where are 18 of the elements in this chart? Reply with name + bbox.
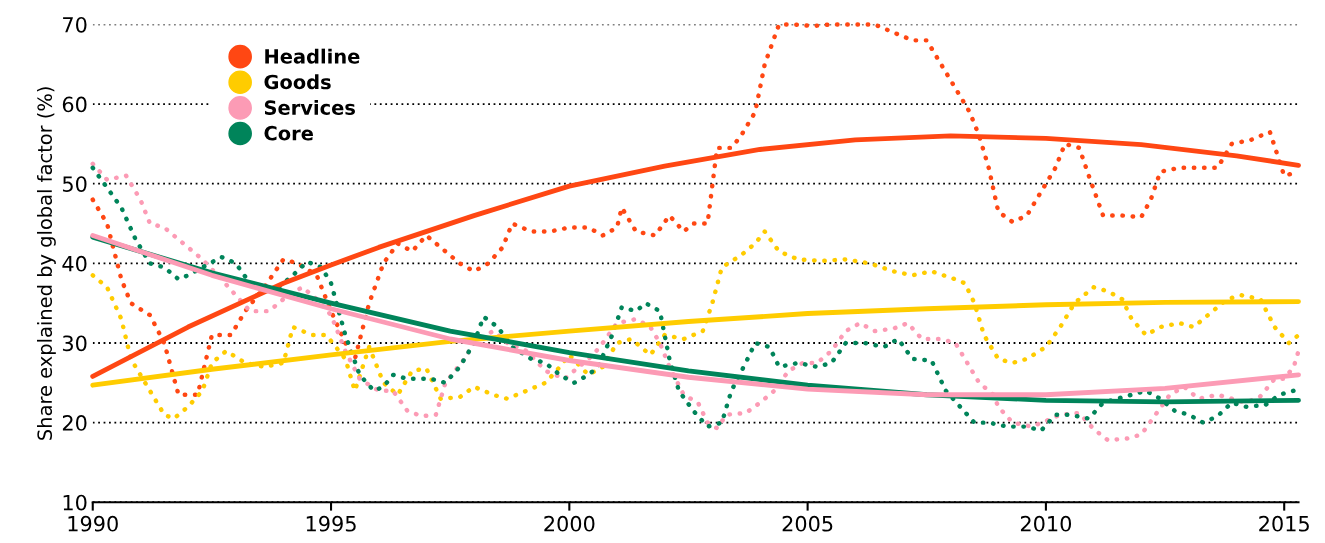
legend-label: Headline [265, 48, 360, 64]
x-tick-label: 1990 [68, 515, 118, 532]
legend-label: Services [264, 99, 355, 115]
y-tick-label: 50 [62, 176, 87, 192]
y-tick-label: 60 [62, 96, 87, 113]
y-tick-label: 70 [63, 16, 87, 33]
x-tick-label: 2010 [1020, 515, 1072, 532]
x-tick-label: 1995 [306, 515, 356, 532]
x-tick-label: 2000 [544, 515, 595, 532]
x-tick-label: 2015 [1259, 515, 1309, 532]
y-tick-label: 20 [62, 415, 87, 431]
y-tick-label: 10 [63, 494, 87, 511]
legend-label: Goods [264, 74, 331, 90]
y-axis-title: Share explained by global factor (%) [37, 87, 56, 440]
y-tick-label: 40 [62, 255, 87, 272]
x-tick-label: 2005 [782, 515, 833, 532]
y-tick-label: 30 [62, 335, 87, 352]
legend-label: Core [264, 125, 313, 141]
